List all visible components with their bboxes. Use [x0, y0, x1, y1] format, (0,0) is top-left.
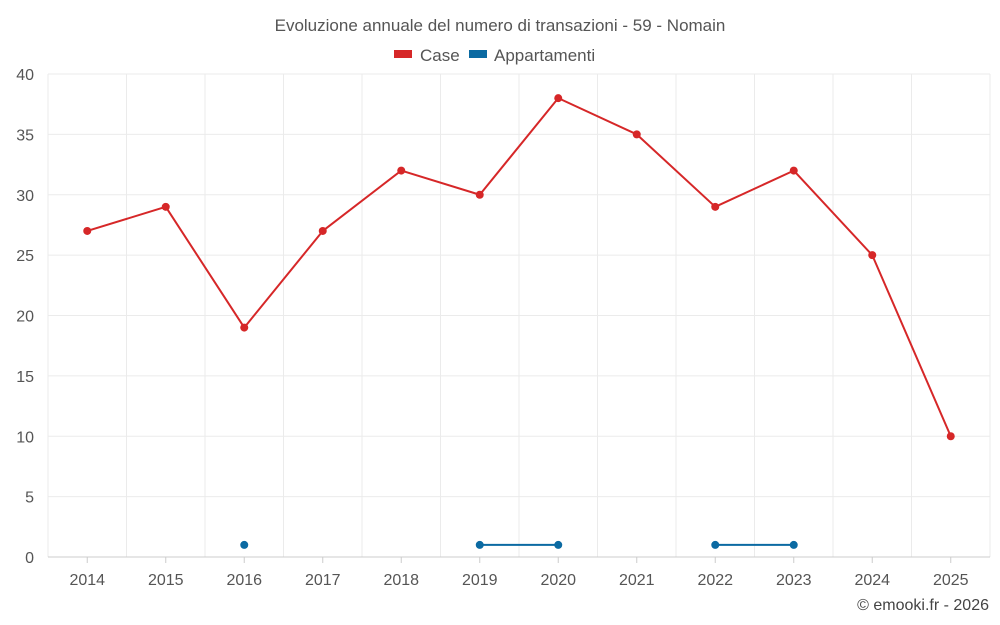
data-point-case[interactable] — [318, 226, 327, 235]
data-point-case[interactable] — [554, 94, 563, 103]
legend-label-case[interactable]: Case — [420, 46, 460, 65]
series-line-case — [86, 205, 167, 232]
x-tick-label: 2017 — [305, 572, 341, 589]
series-line-case — [243, 229, 324, 329]
x-axis: 2014 2015 2016 2017 2018 2019 2020 2021 2022 2023… — [48, 556, 990, 589]
series-line-case — [714, 169, 795, 208]
x-tick-label: 2020 — [540, 572, 576, 589]
data-point-case[interactable] — [632, 130, 641, 139]
x-tick-label: 2025 — [933, 572, 969, 589]
y-tick-label: 40 — [16, 67, 34, 84]
data-point-case[interactable] — [711, 202, 720, 211]
y-tick-label: 35 — [16, 127, 34, 144]
x-tick-label: 2021 — [619, 572, 655, 589]
y-tick-label: 15 — [16, 369, 34, 386]
data-point-case[interactable] — [240, 323, 249, 332]
x-tick-label: 2023 — [776, 572, 812, 589]
series-line-case — [400, 169, 481, 196]
data-point-case[interactable] — [83, 226, 92, 235]
data-point-case[interactable] — [397, 166, 406, 175]
x-tick-label: 2018 — [383, 572, 419, 589]
series-line-case — [164, 205, 246, 329]
series-line-case — [478, 97, 560, 196]
chart-title: Evoluzione annuale del numero di transaz… — [275, 16, 726, 35]
y-tick-label: 0 — [25, 550, 34, 567]
data-point-case[interactable] — [868, 251, 877, 260]
y-tick-label: 20 — [16, 309, 34, 326]
legend-label-appartamenti[interactable]: Appartamenti — [494, 46, 595, 65]
series-line-case — [871, 254, 952, 438]
x-tick-label: 2015 — [148, 572, 184, 589]
x-tick-label: 2024 — [854, 572, 890, 589]
data-point-appartamenti[interactable] — [554, 540, 563, 549]
series-line-case — [557, 97, 638, 136]
legend: Case Appartamenti — [394, 46, 595, 65]
y-tick-label: 30 — [16, 188, 34, 205]
data-point-appartamenti[interactable] — [789, 540, 798, 549]
y-tick-label: 25 — [16, 248, 34, 265]
data-point-case[interactable] — [475, 190, 484, 199]
legend-swatch-appartamenti — [469, 50, 487, 58]
credit-text: © emooki.fr - 2026 — [857, 597, 989, 614]
series-group — [83, 94, 955, 549]
data-point-appartamenti[interactable] — [711, 540, 720, 549]
y-tick-label: 10 — [16, 429, 34, 446]
data-point-case[interactable] — [161, 202, 170, 211]
legend-swatch-case — [394, 50, 412, 58]
y-axis: 0 5 10 15 20 25 30 35 40 — [16, 67, 34, 567]
series-line-case — [792, 169, 874, 257]
grid — [47, 73, 991, 557]
x-tick-label: 2019 — [462, 572, 498, 589]
data-point-appartamenti[interactable] — [240, 540, 249, 549]
series-line-case — [321, 169, 403, 232]
x-tick-label: 2014 — [69, 572, 105, 589]
x-tick-label: 2022 — [697, 572, 733, 589]
data-point-case[interactable] — [789, 166, 798, 175]
series-line-case — [635, 133, 717, 208]
data-point-case[interactable] — [946, 432, 955, 441]
data-point-appartamenti[interactable] — [475, 540, 484, 549]
y-tick-label: 5 — [25, 490, 34, 507]
x-tick-label: 2016 — [226, 572, 262, 589]
